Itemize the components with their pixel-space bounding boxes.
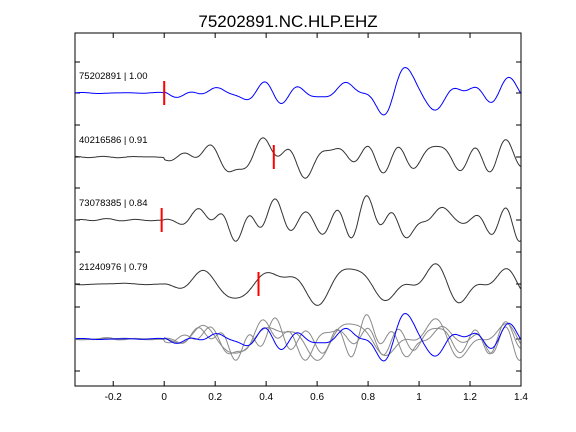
trace-label: 75202891 | 1.00 bbox=[79, 71, 148, 82]
trace-labels: 75202891 | 1.00 40216586 | 0.91 73078385 |… bbox=[79, 71, 148, 273]
x-tick-label: 1.2 bbox=[463, 392, 477, 403]
x-axis: -0.2 0 0.2 0.4 0.6 0.8 1 1.2 1.4 bbox=[105, 33, 528, 403]
trace-label: 40216586 | 0.91 bbox=[79, 135, 148, 146]
y-axis-ticks bbox=[75, 61, 521, 372]
x-tick-label: 0 bbox=[161, 392, 167, 403]
trace-label: 73078385 | 0.84 bbox=[79, 198, 148, 209]
x-tick-label: 1.4 bbox=[514, 392, 528, 403]
chart-title: 75202891.NC.HLP.EHZ bbox=[198, 12, 377, 31]
x-tick-label: 0.8 bbox=[361, 392, 375, 403]
waveform-trace bbox=[74, 263, 521, 306]
trace-label: 21240976 | 0.79 bbox=[79, 262, 148, 273]
stack-trace bbox=[74, 318, 521, 361]
x-tick-label: 1 bbox=[416, 392, 422, 403]
waveform-trace bbox=[74, 66, 521, 116]
x-tick-label: 0.6 bbox=[310, 392, 324, 403]
waveform-trace bbox=[74, 195, 521, 242]
x-tick-label: 0.4 bbox=[259, 392, 273, 403]
waveform-trace bbox=[74, 137, 521, 179]
plot-area-frame bbox=[74, 32, 522, 387]
x-tick-label: -0.2 bbox=[105, 392, 123, 403]
pick-markers bbox=[160, 81, 275, 296]
x-tick-label: 0.2 bbox=[208, 392, 222, 403]
waveform-traces bbox=[74, 66, 521, 362]
stack-reference-trace bbox=[74, 312, 521, 362]
